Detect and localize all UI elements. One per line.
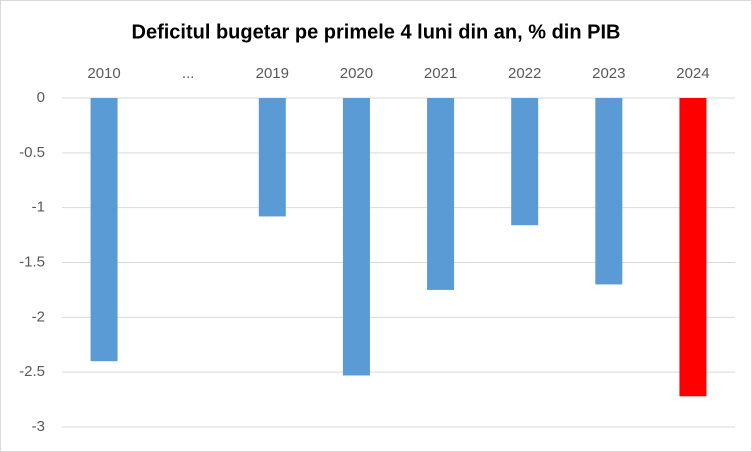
x-tick-label: 2021 bbox=[424, 65, 457, 82]
bar bbox=[511, 98, 539, 226]
y-tick-label: -0.5 bbox=[19, 144, 45, 161]
y-tick-label: -2.5 bbox=[19, 363, 45, 380]
x-tick-label: 2024 bbox=[676, 65, 709, 82]
bar bbox=[342, 98, 370, 376]
x-tick-label: 2022 bbox=[508, 65, 541, 82]
y-tick-label: -1 bbox=[32, 199, 45, 216]
bar bbox=[258, 98, 286, 217]
bar bbox=[679, 98, 707, 397]
bar bbox=[90, 98, 118, 362]
y-tick-label: -1.5 bbox=[19, 253, 45, 270]
chart-title: Deficitul bugetar pe primele 4 luni din … bbox=[132, 21, 621, 43]
x-tick-label: 2020 bbox=[340, 65, 373, 82]
x-tick-label: ... bbox=[182, 65, 195, 82]
y-tick-label: 0 bbox=[37, 89, 45, 106]
x-tick-label: 2010 bbox=[87, 65, 120, 82]
y-tick-label: -3 bbox=[32, 418, 45, 435]
bar bbox=[427, 98, 455, 290]
x-tick-label: 2023 bbox=[592, 65, 625, 82]
x-tick-label: 2019 bbox=[256, 65, 289, 82]
bar bbox=[595, 98, 623, 285]
y-tick-label: -2 bbox=[32, 308, 45, 325]
